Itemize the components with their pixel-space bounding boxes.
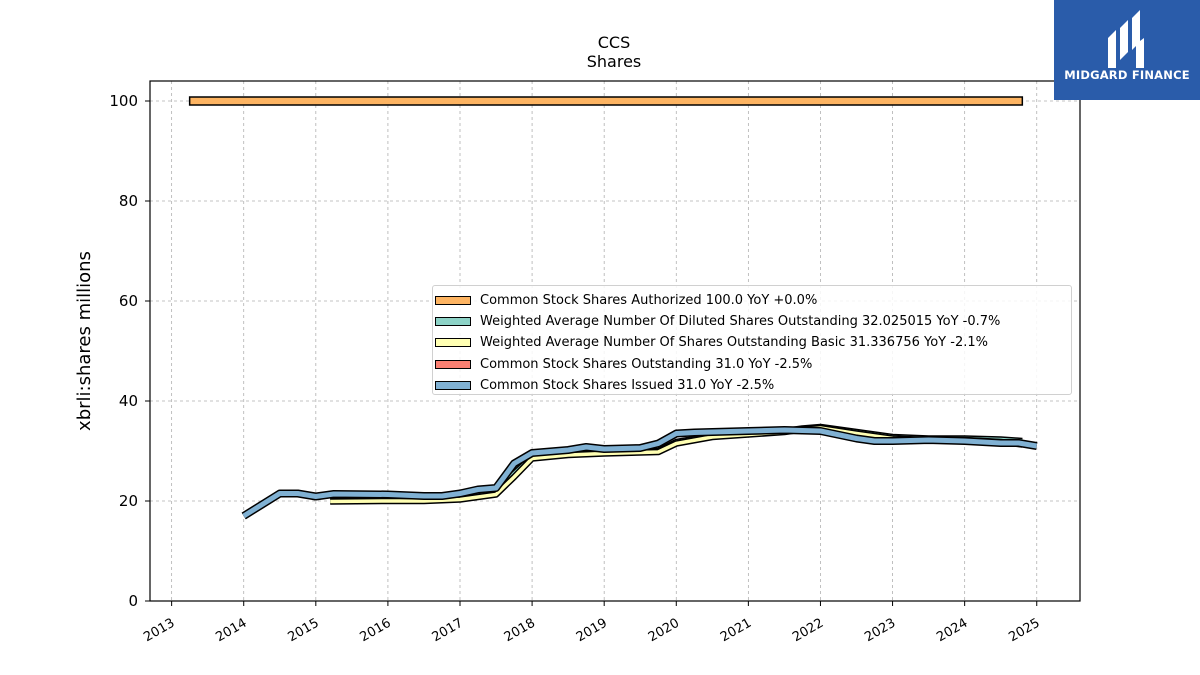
legend-label: Weighted Average Number Of Diluted Share… bbox=[480, 314, 1001, 330]
y-tick-label: 0 bbox=[128, 592, 138, 610]
x-tick-label: 2016 bbox=[358, 616, 394, 646]
issued-series bbox=[242, 427, 1038, 519]
midgard-logo-icon bbox=[1108, 10, 1144, 68]
legend-swatch bbox=[435, 296, 471, 306]
legend-swatch bbox=[435, 380, 471, 390]
x-tick-label: 2017 bbox=[430, 616, 466, 646]
legend-item: Weighted Average Number Of Diluted Share… bbox=[433, 311, 1071, 332]
x-tick-label: 2023 bbox=[862, 616, 898, 646]
y-tick-label: 100 bbox=[109, 92, 138, 110]
legend-label: Common Stock Shares Issued 31.0 YoY -2.5… bbox=[480, 377, 775, 393]
x-tick-label: 2024 bbox=[934, 616, 970, 646]
legend-swatch bbox=[435, 359, 471, 369]
legend-swatch bbox=[435, 317, 471, 327]
x-tick-label: 2025 bbox=[1006, 616, 1042, 646]
chart-title: CCS bbox=[598, 33, 631, 52]
legend-item: Weighted Average Number Of Shares Outsta… bbox=[433, 332, 1071, 353]
legend-item: Common Stock Shares Authorized 100.0 YoY… bbox=[433, 290, 1071, 311]
y-tick-label: 60 bbox=[119, 292, 138, 310]
x-tick-label: 2021 bbox=[718, 616, 754, 646]
x-tick-label: 2015 bbox=[285, 616, 321, 646]
legend-label: Common Stock Shares Authorized 100.0 YoY… bbox=[480, 293, 818, 309]
legend-item: Common Stock Shares Issued 31.0 YoY -2.5… bbox=[433, 375, 1071, 396]
legend-label: Weighted Average Number Of Shares Outsta… bbox=[480, 335, 988, 351]
plot-frame bbox=[149, 80, 1081, 602]
legend-swatch bbox=[435, 338, 471, 348]
y-tick-label: 40 bbox=[119, 392, 138, 410]
y-tick-label: 80 bbox=[119, 192, 138, 210]
x-tick-label: 2019 bbox=[574, 616, 610, 646]
legend-item: Common Stock Shares Outstanding 31.0 YoY… bbox=[433, 354, 1071, 375]
series-layer bbox=[188, 96, 1038, 520]
x-tick-label: 2014 bbox=[213, 616, 249, 646]
chart-legend: Common Stock Shares Authorized 100.0 YoY… bbox=[432, 285, 1072, 395]
x-tick-label: 2022 bbox=[790, 616, 826, 646]
x-tick-label: 2013 bbox=[141, 616, 177, 646]
midgard-finance-logo: MIDGARD FINANCE bbox=[1054, 0, 1200, 100]
authorized-series bbox=[188, 96, 1024, 106]
y-axis-label: xbrli:shares millions bbox=[74, 251, 95, 431]
legend-label: Common Stock Shares Outstanding 31.0 YoY… bbox=[480, 356, 813, 372]
y-tick-label: 20 bbox=[119, 492, 138, 510]
x-tick-label: 2020 bbox=[646, 616, 682, 646]
brand-name: MIDGARD FINANCE bbox=[1064, 68, 1190, 82]
chart-subtitle: Shares bbox=[587, 52, 642, 71]
x-tick-label: 2018 bbox=[502, 616, 538, 646]
